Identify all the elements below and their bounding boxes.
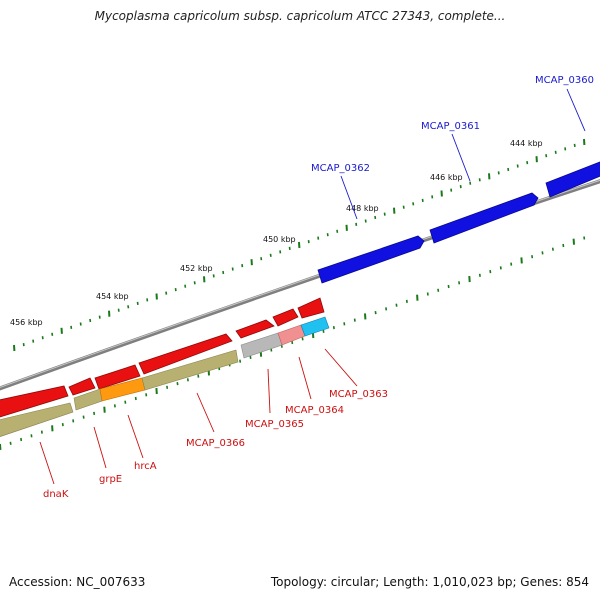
label-mcap-0366[interactable]: MCAP_0366: [186, 438, 245, 449]
scale-label: 448 kbp: [346, 204, 379, 213]
scale-label: 454 kbp: [96, 292, 129, 301]
feature-mcap-0366-block[interactable]: [141, 349, 239, 391]
leader-mcap-0362: [340, 175, 358, 220]
gene-labels: MCAP_0360 MCAP_0361 MCAP_0362 MCAP_0363 …: [43, 75, 594, 500]
gene-mcap-0365-arrow[interactable]: [235, 319, 275, 339]
label-mcap-0364[interactable]: MCAP_0364: [285, 405, 344, 416]
outer-tick-row: [13, 138, 586, 352]
feature-dnak-block[interactable]: [0, 402, 74, 440]
label-mcap-0361[interactable]: MCAP_0361: [421, 121, 480, 132]
gene-hrca-arrow[interactable]: [94, 364, 141, 390]
leader-dnak: [39, 441, 55, 485]
reverse-strand-track: [0, 297, 325, 420]
scale-labels: 444 kbp 446 kbp 448 kbp 450 kbp 452 kbp 454 k…: [10, 139, 543, 327]
gene-mcap-0366-arrow[interactable]: [138, 333, 233, 375]
leader-mcap-0366: [196, 392, 215, 433]
scale-label: 450 kbp: [263, 235, 296, 244]
label-mcap-0362[interactable]: MCAP_0362: [311, 163, 370, 174]
label-mcap-0365[interactable]: MCAP_0365: [245, 419, 304, 430]
leader-mcap-0364: [298, 356, 312, 400]
map-title: Mycoplasma capricolum subsp. capricolum …: [94, 9, 506, 23]
label-mcap-0363[interactable]: MCAP_0363: [329, 389, 388, 400]
label-mcap-0360[interactable]: MCAP_0360: [535, 75, 594, 86]
gene-mcap-0363-arrow[interactable]: [297, 297, 325, 319]
label-leaders: [39, 88, 586, 485]
label-dnak[interactable]: dnaK: [43, 489, 69, 500]
scale-label: 444 kbp: [510, 139, 543, 148]
gene-grpe-arrow[interactable]: [68, 377, 96, 396]
leader-grpe: [93, 426, 107, 469]
label-grpe[interactable]: grpE: [99, 474, 122, 485]
inner-tick-row: [0, 236, 586, 451]
forward-strand-track: [317, 158, 600, 284]
gene-mcap-0360-arrow[interactable]: [545, 158, 600, 198]
label-hrca[interactable]: hrcA: [134, 461, 157, 472]
topology-summary: Topology: circular; Length: 1,010,023 bp…: [270, 575, 589, 589]
leader-mcap-0360: [566, 88, 586, 132]
gene-mcap-0361-arrow[interactable]: [429, 192, 539, 244]
feature-track: [0, 316, 330, 440]
gene-mcap-0362-arrow[interactable]: [317, 235, 425, 284]
gene-mcap-0364-arrow[interactable]: [272, 308, 299, 327]
leader-mcap-0361: [451, 133, 471, 182]
scale-label: 456 kbp: [10, 318, 43, 327]
scale-label: 446 kbp: [430, 173, 463, 182]
gene-dnak-arrow[interactable]: [0, 385, 69, 420]
leader-mcap-0365: [267, 368, 271, 414]
accession-text: Accession: NC_007633: [9, 575, 146, 589]
feature-mcap-0363-block[interactable]: [300, 316, 330, 337]
leader-hrca: [127, 414, 144, 459]
leader-mcap-0363: [324, 348, 358, 387]
scale-label: 452 kbp: [180, 264, 213, 273]
